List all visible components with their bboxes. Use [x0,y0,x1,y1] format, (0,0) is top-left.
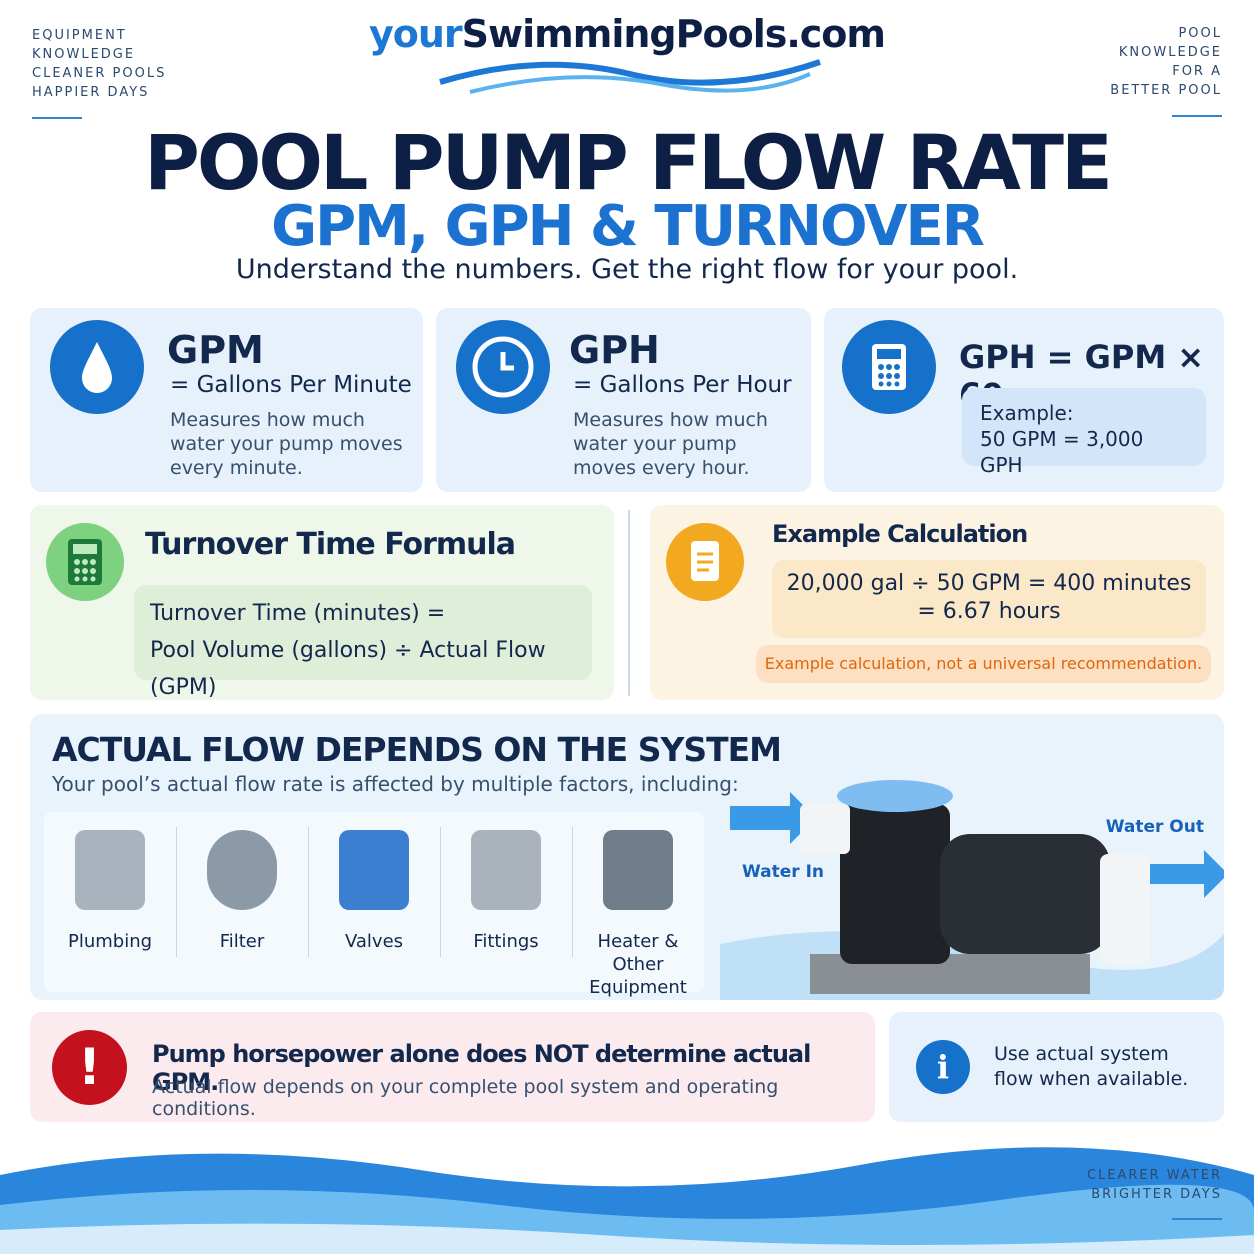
description: Measures how much water your pump moves … [170,409,403,479]
subtitle: GPM, GPH & TURNOVER [271,194,985,259]
component-label: Heater & Other Equipment [589,931,687,998]
warning-card: ! Pump horsepower alone does NOT determi… [30,1012,875,1122]
pump-illustration [720,780,1224,1000]
description: Measures how much water your pump moves … [573,409,768,479]
logo: yourSwimmingPools.com [0,12,1254,56]
info-card: i Use actual system flow when available. [889,1012,1224,1122]
calc-line: 20,000 gal ÷ 50 GPM = 400 minutes [786,571,1192,596]
heading: Turnover Time Formula [145,527,516,562]
component-label: Filter [219,931,265,952]
example: 50 GPM = 3,000 GPH [980,427,1144,477]
example-card: Example Calculation 20,000 gal ÷ 50 GPM … [650,505,1224,700]
water-out: Water Out [1105,817,1204,837]
separator [440,827,441,957]
gph-card: GPH = Gallons Per Hour Measures how much… [436,308,811,492]
document-icon [666,523,744,601]
rule [1172,1218,1222,1220]
footer-waves [0,1147,1254,1254]
separator [572,827,573,957]
title: POOL PUMP FLOW RATE [144,118,1113,207]
calculator-icon [46,523,124,601]
conversion-card: GPH = GPM × 60 Example:50 GPM = 3,000 GP… [824,308,1224,492]
component-label: Valves [344,931,404,952]
component: Plumbing [44,812,176,992]
component: Fittings [440,812,572,992]
intro: Your pool’s actual flow rate is affected… [52,772,739,796]
info-icon: i [916,1040,970,1094]
component-icon [75,830,145,910]
separator [176,827,177,957]
calculator-icon [842,320,936,414]
separator [308,827,309,957]
warning-icon: ! [52,1030,127,1105]
component-label: Fittings [473,931,539,952]
tagline-line: BETTER POOL [1110,83,1222,98]
text: Actual flow depends on your complete poo… [152,1076,779,1120]
component-icon [471,830,541,910]
calc-line: = 6.67 hours [917,599,1061,624]
logo-wave [439,59,821,94]
logo-name: SwimmingPools.com [461,12,886,56]
logo-prefix: your [368,12,463,56]
divider [628,510,630,696]
text: Use actual system flow when available. [994,1043,1189,1090]
component: Heater & Other Equipment [572,812,704,998]
example-label: Example: [980,401,1074,425]
system-panel: ACTUAL FLOW DEPENDS ON THE SYSTEM Your p… [30,714,1224,1000]
tagline-line: KNOWLEDGE [1118,45,1222,60]
component-label: Plumbing [67,931,153,952]
tagline-line: FOR A [1172,64,1222,79]
definition: = Gallons Per Hour [573,372,792,398]
turnover-card: Turnover Time Formula Turnover Time (min… [30,505,614,700]
rule [1172,115,1222,117]
note: Example calculation, not a universal rec… [756,645,1211,683]
component-icon [339,830,409,910]
example-box: Example: 50 GPM = 3,000 GPH [962,388,1206,477]
tagline-line: EQUIPMENT [32,28,127,43]
heading: Example Calculation [772,520,1028,548]
component: Filter [176,812,308,992]
clock-icon [456,320,550,414]
heading: GPM [167,328,264,372]
formula-line: Turnover Time (minutes) = [150,601,446,626]
water-in: Water In [742,862,825,882]
left-tagline: EQUIPMENT KNOWLEDGE CLEANER POOLS HAPPIER D… [32,26,166,102]
formula-box: Turnover Time (minutes) = Pool Volume (ga… [134,585,592,700]
formula-line: Pool Volume (gallons) ÷ Actual Flow (GPM… [150,638,546,700]
tagline-line: HAPPIER DAYS [32,85,150,100]
component: Valves [308,812,440,992]
right-tagline: POOL KNOWLEDGE FOR A BETTER POOL [1110,24,1222,100]
component-icon [603,830,673,910]
tagline: Understand the numbers. Get the right fl… [235,254,1019,285]
footer-tagline: CLEARER WATER BRIGHTER DAYS [1087,1166,1222,1204]
component-icon [207,830,277,910]
rule [32,117,82,119]
heading: Pump horsepower alone does NOT determine… [152,1040,811,1096]
tagline-line: CLEARER WATER [1086,1168,1222,1183]
components: Plumbing Filter Valves Fittings Heater & Oth… [44,812,704,998]
tagline-line: KNOWLEDGE [32,47,136,62]
heading: GPH [569,328,660,372]
heading: ACTUAL FLOW DEPENDS ON THE SYSTEM [52,730,782,769]
definition: = Gallons Per Minute [170,372,412,398]
gpm-card: GPM = Gallons Per Minute Measures how mu… [30,308,423,492]
tagline-line: POOL [1178,26,1222,41]
tagline-line: CLEANER POOLS [32,66,167,81]
tagline-line: BRIGHTER DAYS [1091,1187,1222,1202]
drop-icon [50,320,144,414]
calc-box: 20,000 gal ÷ 50 GPM = 400 minutes = 6.67 … [772,560,1206,638]
